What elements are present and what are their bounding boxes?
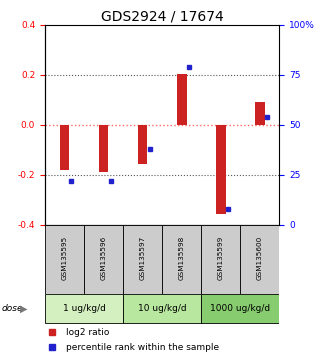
Text: 1000 ug/kg/d: 1000 ug/kg/d	[210, 304, 270, 313]
Text: GSM135598: GSM135598	[178, 236, 185, 280]
Bar	[138, 125, 147, 164]
Text: dose: dose	[2, 304, 23, 313]
Bar	[84, 225, 123, 294]
Bar	[60, 125, 69, 170]
Bar	[99, 125, 108, 172]
Text: 1 ug/kg/d: 1 ug/kg/d	[63, 304, 105, 313]
Bar	[216, 125, 226, 213]
Text: GSM135599: GSM135599	[218, 236, 224, 280]
Bar	[177, 74, 187, 125]
Bar	[201, 295, 279, 323]
Bar	[255, 102, 265, 125]
Title: GDS2924 / 17674: GDS2924 / 17674	[101, 10, 223, 24]
Bar	[201, 225, 240, 294]
Bar	[123, 225, 162, 294]
Bar	[45, 295, 123, 323]
Text: GSM135596: GSM135596	[100, 236, 107, 280]
Text: ▶: ▶	[20, 304, 28, 314]
Text: GSM135597: GSM135597	[140, 236, 146, 280]
Bar	[123, 295, 201, 323]
Text: GSM135600: GSM135600	[257, 236, 263, 280]
Text: GSM135595: GSM135595	[61, 236, 67, 280]
Text: percentile rank within the sample: percentile rank within the sample	[66, 343, 219, 352]
Bar	[240, 225, 279, 294]
Text: 10 ug/kg/d: 10 ug/kg/d	[138, 304, 187, 313]
Bar	[45, 225, 84, 294]
Bar	[162, 225, 201, 294]
Text: log2 ratio: log2 ratio	[66, 328, 109, 337]
